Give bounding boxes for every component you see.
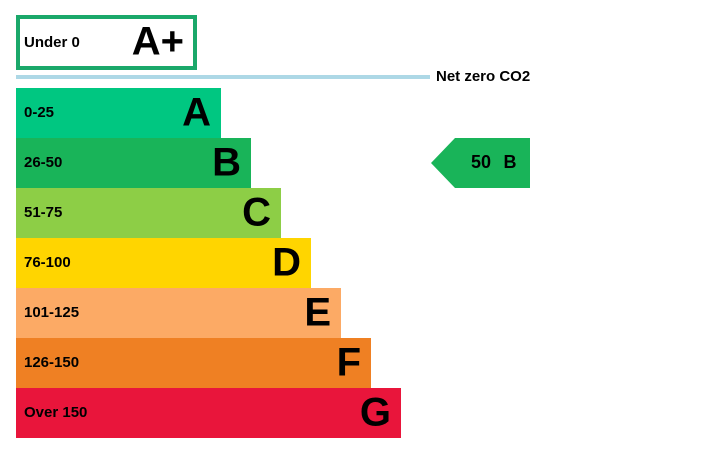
band-letter: C bbox=[242, 191, 271, 235]
band-bar bbox=[16, 288, 341, 338]
band-letter: D bbox=[272, 241, 301, 285]
bands: 0-25 A 26-50 B 51-75 C 76-100 D 101-125 E 126-150 F… bbox=[16, 88, 401, 438]
net-zero-label: Net zero CO2 bbox=[436, 68, 530, 85]
band-range: 0-25 bbox=[24, 104, 54, 121]
band-range: 51-75 bbox=[24, 204, 62, 221]
top-band-range: Under 0 bbox=[24, 34, 80, 51]
top-band-letter: A+ bbox=[132, 20, 184, 64]
band-letter: E bbox=[304, 291, 331, 335]
band-range: 76-100 bbox=[24, 254, 71, 271]
band-bar bbox=[16, 388, 401, 438]
top-band-box bbox=[16, 15, 197, 70]
current-letter: B bbox=[504, 152, 517, 172]
current-score: 50 bbox=[471, 152, 491, 172]
band-bar bbox=[16, 338, 371, 388]
band-bar bbox=[16, 88, 221, 138]
band-bar bbox=[16, 238, 311, 288]
band-range: 101-125 bbox=[24, 304, 79, 321]
band-letter: A bbox=[182, 91, 211, 135]
band-range: Over 150 bbox=[24, 404, 87, 421]
current-rating-arrow bbox=[431, 138, 530, 188]
band-bar bbox=[16, 138, 251, 188]
band-letter: F bbox=[337, 341, 361, 385]
band-bar bbox=[16, 188, 281, 238]
band-range: 26-50 bbox=[24, 154, 62, 171]
band-letter: G bbox=[360, 391, 391, 435]
band-range: 126-150 bbox=[24, 354, 79, 371]
band-letter: B bbox=[212, 141, 241, 185]
